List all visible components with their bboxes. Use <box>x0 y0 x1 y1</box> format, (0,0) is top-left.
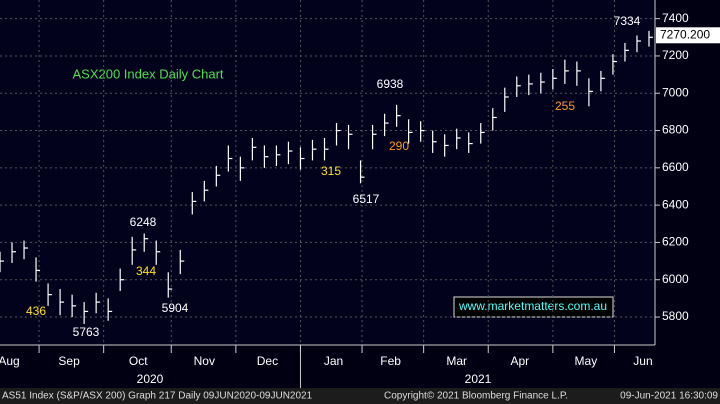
footer-bar <box>0 388 720 404</box>
y-tick-label: 6800 <box>662 123 689 137</box>
last-value-box <box>656 27 720 44</box>
y-tick-label: 6000 <box>662 272 689 286</box>
annotation: 315 <box>321 164 341 178</box>
annotation: 5763 <box>73 325 100 339</box>
watermark: www.marketmatters.com.au <box>458 299 607 313</box>
y-tick-label: 5800 <box>662 309 689 323</box>
x-tick-label: Mar <box>446 354 467 368</box>
year-label: 2020 <box>137 372 164 386</box>
plot-area <box>0 0 655 345</box>
year-label: 2021 <box>465 372 492 386</box>
annotation: 344 <box>136 264 156 278</box>
x-tick-label: Feb <box>380 354 401 368</box>
watermark-box <box>453 296 614 318</box>
y-tick-label: 6600 <box>662 160 689 174</box>
footer-center: Copyright© 2021 Bloomberg Finance L.P. <box>384 391 568 402</box>
footer-right: 09-Jun-2021 16:30:09 <box>620 391 718 402</box>
annotation: 5904 <box>162 301 189 315</box>
footer-left: AS51 Index (S&P/ASX 200) Graph 217 Daily… <box>2 391 313 402</box>
last-value-label: 7270.200 <box>660 27 710 41</box>
x-tick-label: Jun <box>633 354 652 368</box>
x-tick-label: Jan <box>324 354 343 368</box>
x-tick-label: Apr <box>510 354 529 368</box>
x-tick-label: Dec <box>257 354 278 368</box>
annotation: 290 <box>389 139 409 153</box>
annotation: 7334 <box>614 14 641 28</box>
x-tick-label: Aug <box>0 354 20 368</box>
y-tick-label: 6400 <box>662 197 689 211</box>
x-tick-label: Nov <box>194 354 215 368</box>
chart-title: ASX200 Index Daily Chart <box>72 66 223 81</box>
y-tick-label: 7400 <box>662 11 689 25</box>
annotation: 6248 <box>130 215 157 229</box>
y-tick-label: 6200 <box>662 235 689 249</box>
annotation: 6517 <box>353 192 380 206</box>
annotation: 6938 <box>377 77 404 91</box>
annotation: 255 <box>555 99 575 113</box>
y-tick-label: 7200 <box>662 48 689 62</box>
x-tick-label: Sep <box>58 354 80 368</box>
x-tick-label: May <box>575 354 598 368</box>
x-tick-label: Oct <box>129 354 148 368</box>
annotation: 436 <box>26 304 46 318</box>
y-tick-label: 7000 <box>662 85 689 99</box>
